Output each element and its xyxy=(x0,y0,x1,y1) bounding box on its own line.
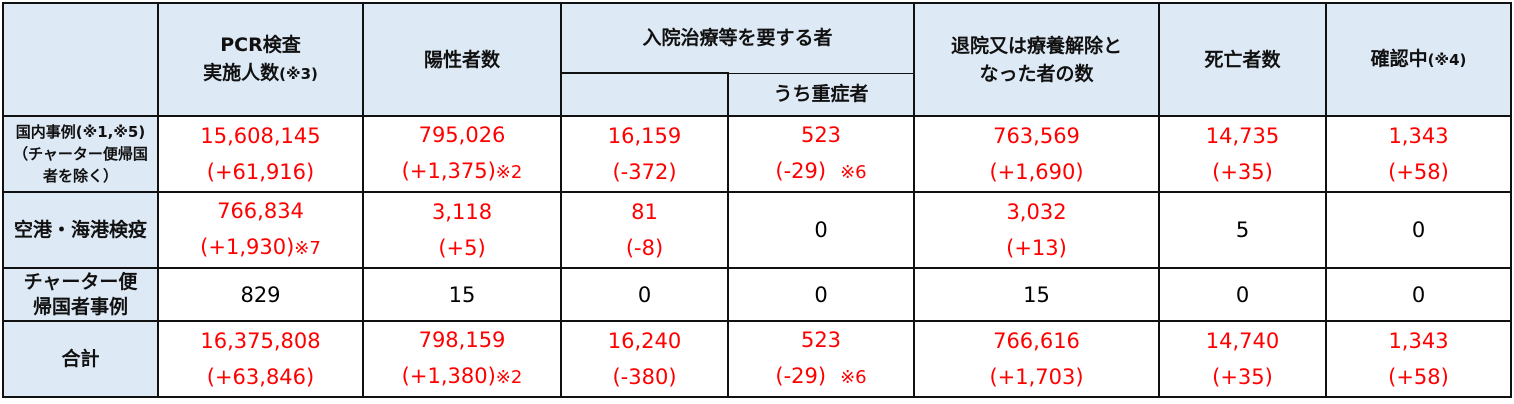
header-discharged: 退院又は療養解除と なった者の数 xyxy=(913,2,1160,117)
cell-change: (+58) xyxy=(1388,160,1449,184)
cell-value: 14,735 xyxy=(1205,124,1280,148)
cell-change: (+63,846) xyxy=(206,365,315,389)
cell-value: 795,026 xyxy=(418,123,506,147)
row-label: 国内事例(※1,※5) （チャーター便帰国 者を除く） xyxy=(2,115,159,193)
table-row-charter: チャーター便 帰国者事例 829 15 0 0 15 0 0 xyxy=(2,267,1512,322)
cell-value: 1,343 xyxy=(1388,124,1449,148)
table-cell: 523 (-29) ※6 xyxy=(727,115,915,193)
cell-change: (+1,375)※2 xyxy=(401,159,523,183)
table-cell: 16,159 (-372) xyxy=(560,115,729,193)
cell-change: (+61,916) xyxy=(206,160,315,184)
table-cell: 795,026 (+1,375)※2 xyxy=(362,115,562,193)
table-cell: 15 xyxy=(362,267,562,322)
cell-value: 0 xyxy=(814,282,828,307)
cell-change: (+35) xyxy=(1212,365,1273,389)
table-cell: 0 xyxy=(727,191,915,269)
cell-value: 1,343 xyxy=(1388,329,1449,353)
cell-change: (+1,930)※7 xyxy=(200,235,321,259)
header-pcr: PCR検査 実施人数(※3) xyxy=(157,2,364,117)
cell-value: 766,616 xyxy=(993,329,1080,353)
cell-change: (+1,690) xyxy=(989,160,1084,184)
table-cell: 0 xyxy=(1158,267,1327,322)
cell-value: 766,834 xyxy=(217,199,304,223)
header-checking: 確認中(※4) xyxy=(1325,2,1512,117)
table-cell: 1,343 (+58) xyxy=(1325,115,1512,193)
row-label: チャーター便 帰国者事例 xyxy=(2,267,159,322)
footnote-mark: ※7 xyxy=(294,238,321,259)
table-cell: 0 xyxy=(1325,191,1512,269)
table-row-total: 合計 16,375,808 (+63,846) 798,159 (+1,380)※2 16… xyxy=(2,320,1512,398)
table-cell: 1,343 (+58) xyxy=(1325,320,1512,398)
header-hospital: 入院治療等を要する者 xyxy=(560,2,915,74)
header-severe: うち重症者 xyxy=(727,72,915,117)
table-cell: 15,608,145 (+61,916) xyxy=(157,115,364,193)
header-positive: 陽性者数 xyxy=(362,2,562,117)
cell-value: 15,608,145 xyxy=(200,124,321,148)
cell-change: (+35) xyxy=(1212,160,1273,184)
table-cell: 81 (-8) xyxy=(560,191,729,269)
table-cell: 766,616 (+1,703) xyxy=(913,320,1160,398)
header-hospital-spacer xyxy=(560,72,728,117)
cell-value: 16,375,808 xyxy=(200,329,321,353)
covid-stats-table: PCR検査 実施人数(※3) 陽性者数 入院治療等を要する者 退院又は療養解除とな… xyxy=(2,2,1512,398)
table-cell: 523 (-29) ※6 xyxy=(727,320,915,398)
row-label: 空港・海港検疫 xyxy=(2,191,159,269)
cell-value: 15 xyxy=(448,282,476,307)
cell-value: 0 xyxy=(1411,282,1426,307)
cell-change: (+1,380)※2 xyxy=(401,364,523,388)
row-label: 合計 xyxy=(2,320,159,398)
table-cell: 798,159 (+1,380)※2 xyxy=(362,320,562,398)
table-cell: 763,569 (+1,690) xyxy=(913,115,1160,193)
table-cell: 3,032 (+13) xyxy=(913,191,1160,269)
cell-change: (+5) xyxy=(438,236,486,260)
cell-change: (-29) ※6 xyxy=(775,364,867,388)
corner-header xyxy=(2,2,159,117)
table-cell: 829 xyxy=(157,267,364,322)
cell-value: 5 xyxy=(1235,218,1250,242)
table-row-quarantine: 空港・海港検疫 766,834 (+1,930)※7 3,118 (+5) 81 (-8) 0… xyxy=(2,191,1512,269)
footnote-mark: ※2 xyxy=(495,162,523,183)
table-cell: 16,375,808 (+63,846) xyxy=(157,320,364,398)
table-cell: 16,240 (-380) xyxy=(560,320,729,398)
cell-value: 16,159 xyxy=(607,124,682,148)
table-cell: 0 xyxy=(560,267,729,322)
cell-value: 523 xyxy=(800,328,842,352)
cell-value: 3,118 xyxy=(431,200,493,224)
cell-change: (+13) xyxy=(1006,236,1067,260)
cell-change: (-8) xyxy=(625,236,664,260)
cell-value: 523 xyxy=(800,123,842,147)
table-cell: 3,118 (+5) xyxy=(362,191,562,269)
cell-value: 14,740 xyxy=(1205,329,1280,353)
cell-value: 763,569 xyxy=(993,124,1080,148)
footnote-mark: ※6 xyxy=(840,367,867,388)
cell-change: (-29) ※6 xyxy=(775,159,867,183)
footnote-mark: ※6 xyxy=(840,162,867,183)
cell-value: 16,240 xyxy=(607,329,682,353)
table-cell: 0 xyxy=(727,267,915,322)
table-cell: 14,735 (+35) xyxy=(1158,115,1327,193)
header-deaths: 死亡者数 xyxy=(1158,2,1327,117)
cell-value: 3,032 xyxy=(1006,200,1067,224)
cell-change: (-380) xyxy=(612,365,677,389)
cell-value: 0 xyxy=(637,282,652,307)
table-row-domestic: 国内事例(※1,※5) （チャーター便帰国 者を除く） 15,608,145 (+61,… xyxy=(2,115,1512,193)
table-cell: 766,834 (+1,930)※7 xyxy=(157,191,364,269)
cell-value: 0 xyxy=(814,218,828,242)
cell-change: (+1,703) xyxy=(989,365,1084,389)
cell-value: 798,159 xyxy=(418,328,506,352)
cell-change: (+58) xyxy=(1388,365,1449,389)
table-cell: 14,740 (+35) xyxy=(1158,320,1327,398)
cell-value: 81 xyxy=(631,200,658,224)
cell-value: 0 xyxy=(1411,218,1426,242)
cell-value: 15 xyxy=(1023,282,1050,307)
cell-value: 829 xyxy=(240,282,281,307)
cell-change: (-372) xyxy=(612,160,677,184)
table-cell: 5 xyxy=(1158,191,1327,269)
cell-value: 0 xyxy=(1235,282,1250,307)
footnote-mark: ※2 xyxy=(495,367,523,388)
table-cell: 15 xyxy=(913,267,1160,322)
table-cell: 0 xyxy=(1325,267,1512,322)
